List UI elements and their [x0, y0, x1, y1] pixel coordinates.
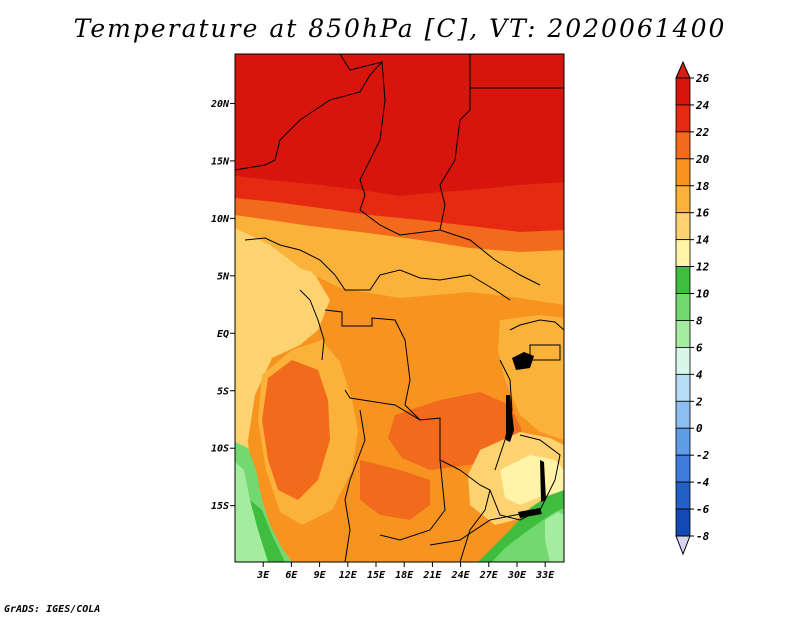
lon-tick-label: 12E	[339, 570, 358, 581]
colorbar-swatch	[675, 508, 691, 537]
colorbar-swatch	[675, 185, 691, 214]
lat-tick-label: 10S	[211, 444, 229, 455]
border-line	[299, 289, 325, 361]
field-transition-22	[235, 198, 564, 252]
field-gulf-16	[235, 262, 325, 335]
lake-malawi	[540, 460, 546, 502]
border-line	[489, 434, 561, 521]
lon-tick-label: 9E	[314, 570, 327, 581]
lat-tick-label: 10N	[211, 214, 230, 225]
colorbar-swatch	[675, 427, 691, 456]
colorbar-label: -4	[696, 476, 710, 489]
colorbar-over-arrow	[675, 60, 691, 79]
colorbar-swatch	[675, 320, 691, 348]
lon-tick-label: 30E	[507, 570, 527, 581]
map-frame	[234, 53, 565, 563]
colorbar-swatch	[675, 131, 691, 160]
colorbar-label: 12	[696, 261, 710, 274]
border-line	[334, 269, 511, 301]
map-title: Temperature at 850hPa [C], VT: 202006140…	[73, 14, 727, 43]
border-line	[359, 61, 386, 211]
latitude-axis: 20N 15N 10N 5N EQ 5S 10S 15S	[210, 99, 235, 512]
colorbar-swatch	[675, 481, 691, 510]
colorbar-label: -6	[696, 503, 710, 516]
colorbar-swatch	[675, 347, 691, 375]
colorbar-under-arrow	[675, 535, 691, 556]
border-line	[509, 319, 564, 331]
colorbar-label: -2	[696, 449, 710, 462]
colorbar-swatch	[675, 104, 691, 133]
lon-tick-label: 27E	[479, 570, 499, 581]
lon-tick-label: 18E	[395, 570, 414, 581]
border-line	[344, 409, 366, 562]
lon-tick-label: 24E	[451, 570, 471, 581]
lakes	[506, 352, 546, 518]
field-se-14	[500, 455, 564, 505]
lat-tick-label: 5N	[217, 271, 230, 282]
lat-tick-label: 20N	[210, 99, 230, 110]
colorbar-label: 20	[695, 153, 710, 166]
colorbar-swatch	[675, 77, 691, 106]
colorbar-swatch	[675, 373, 691, 402]
lon-tick-label: 6E	[285, 570, 298, 581]
field-hotspot-22c	[360, 460, 430, 520]
border-line	[359, 209, 541, 286]
longitude-axis: 3E 6E 9E 12E 15E 18E 21E 24E 27E 30E 33E	[256, 562, 555, 581]
border-line	[244, 237, 336, 276]
border-line	[494, 359, 513, 471]
lat-tick-label: 15S	[211, 501, 229, 512]
colorbar-label: 0	[696, 422, 703, 435]
colorbar-swatch	[675, 293, 691, 321]
lat-tick-label: 15N	[211, 156, 230, 167]
colorbar-swatch	[675, 158, 691, 187]
field-hotspot-22b	[262, 360, 330, 500]
border-line	[439, 54, 471, 231]
colorbar-label: 24	[695, 99, 710, 112]
colorbar-label: 2	[695, 395, 703, 408]
colorbar-swatch	[675, 266, 691, 294]
grads-credit: GrADS: IGES/COLA	[4, 604, 101, 615]
lake-kariba	[518, 508, 542, 518]
colorbar-swatch	[675, 212, 691, 241]
colorbar-label: 22	[695, 126, 710, 139]
field-sw-green-12	[250, 500, 285, 562]
country-borders	[235, 54, 564, 562]
lake-tanganyika	[506, 395, 514, 442]
colorbar-label: 6	[696, 341, 703, 354]
colorbar-label: 10	[696, 288, 710, 301]
lon-tick-label: 15E	[367, 570, 386, 581]
colorbar-swatch	[675, 239, 691, 267]
lat-tick-label: 5S	[217, 386, 229, 397]
colorbar-swatch	[675, 400, 691, 429]
border-line	[235, 54, 384, 171]
colorbar-swatch	[675, 454, 691, 483]
field-sahara-26	[235, 54, 564, 196]
lake-victoria	[512, 352, 534, 370]
lon-tick-label: 3E	[256, 570, 270, 581]
border-line	[379, 459, 446, 541]
field-east-18	[498, 315, 564, 440]
border-line	[324, 309, 421, 421]
field-congo-20	[330, 290, 540, 392]
lon-tick-label: 33E	[535, 570, 555, 581]
colorbar-label: 16	[696, 207, 710, 220]
field-sw-green-8	[235, 462, 272, 562]
colorbar-label: -8	[696, 530, 710, 543]
colorbar-label: 14	[696, 234, 710, 247]
colorbar-label: 4	[696, 368, 703, 381]
field-se-green-8	[545, 512, 564, 562]
lon-tick-label: 21E	[422, 570, 442, 581]
border-line	[459, 469, 491, 562]
lat-tick-label: EQ	[217, 329, 229, 340]
colorbar-label: 18	[696, 180, 710, 193]
colorbar-label: 26	[695, 72, 710, 85]
colorbar-label: 8	[696, 314, 703, 327]
temperature-field	[235, 54, 564, 562]
